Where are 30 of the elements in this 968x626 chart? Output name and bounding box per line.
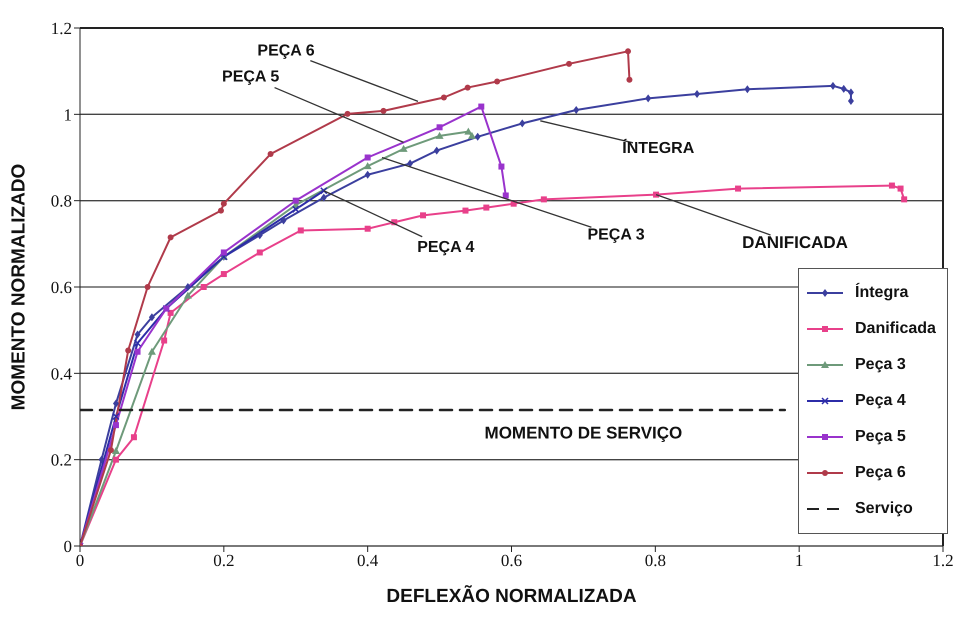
x-tick-label: 0.6 <box>500 551 522 570</box>
legend-label: Danificada <box>855 320 936 338</box>
x-tick-label: 0.8 <box>644 551 666 570</box>
y-axis-title: MOMENTO NORMALIZADO <box>8 164 30 410</box>
x-axis-title: DEFLEXÃO NORMALIZADA <box>386 585 637 607</box>
annotation: PEÇA 5 <box>222 68 280 86</box>
y-tick-label: 1.2 <box>50 19 72 38</box>
annotation: DANIFICADA <box>742 233 848 252</box>
y-tick-label: 1 <box>64 105 72 124</box>
annotation: PEÇA 6 <box>257 42 315 60</box>
y-tick-label: 0.8 <box>50 192 72 211</box>
y-tick-label: 0.2 <box>50 450 72 470</box>
annotation: MOMENTO DE SERVIÇO <box>484 424 682 443</box>
y-tick-label: 0.4 <box>50 364 72 384</box>
legend-label: Peça 4 <box>855 392 906 410</box>
legend-label: Íntegra <box>855 284 908 302</box>
legend-label: Peça 5 <box>855 428 906 446</box>
legend-label: Serviço <box>855 500 913 518</box>
legend-label: Peça 3 <box>855 356 906 374</box>
annotation: PEÇA 3 <box>587 226 645 244</box>
annotation: ÍNTEGRA <box>622 138 695 158</box>
x-tick-label: 0.4 <box>357 551 379 570</box>
y-tick-label: 0.6 <box>50 278 72 298</box>
legend-label: Peça 6 <box>855 464 906 482</box>
x-tick-label: 1 <box>794 551 804 570</box>
x-tick-label: 0 <box>76 551 84 570</box>
x-tick-label: 1.2 <box>932 551 954 570</box>
y-tick-label: 0 <box>64 537 72 556</box>
x-tick-label: 0.2 <box>213 551 234 570</box>
annotation: PEÇA 4 <box>417 238 474 256</box>
